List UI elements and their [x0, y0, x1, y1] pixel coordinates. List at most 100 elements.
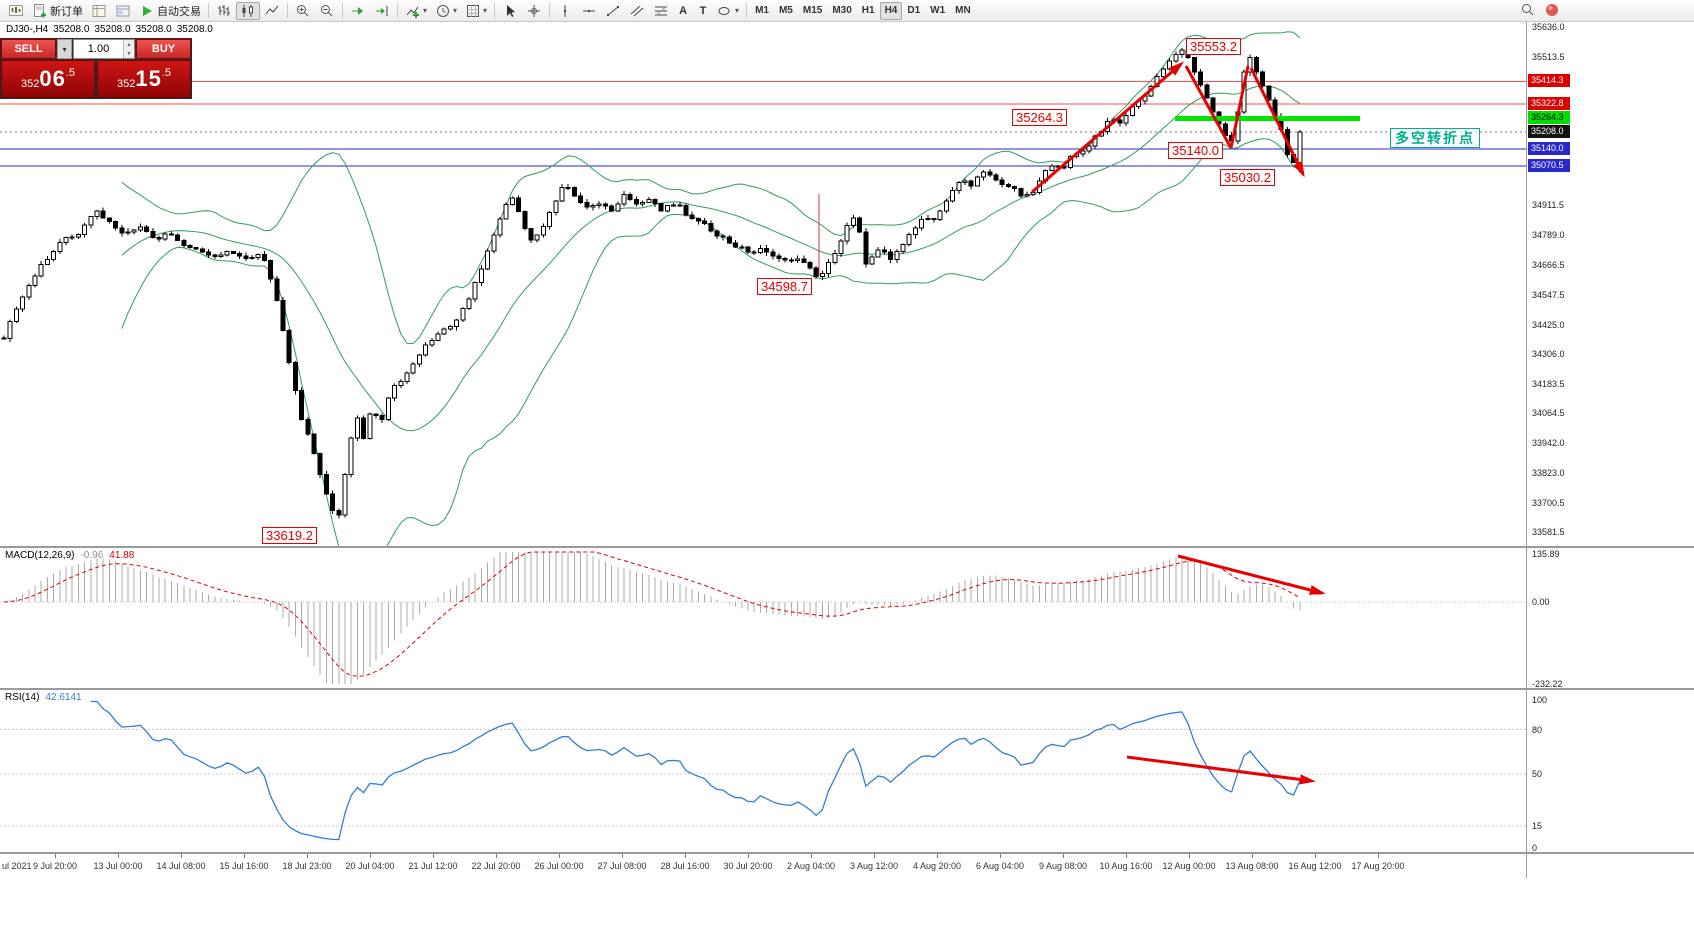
fibonacci-icon	[653, 3, 669, 19]
time-tick	[307, 854, 308, 858]
buy-price-display[interactable]: 352 15.5	[97, 60, 191, 98]
panel-separator[interactable]	[0, 852, 1694, 854]
horizontal-line-tool-button[interactable]	[577, 2, 601, 20]
templates-grid-icon	[465, 3, 481, 19]
community-button[interactable]	[1540, 1, 1564, 19]
annotation-turning-point[interactable]: 多空转折点	[1390, 128, 1480, 148]
timeframe-h1-button[interactable]: H1	[861, 5, 875, 16]
timeframe-d1-button[interactable]: D1	[907, 5, 921, 16]
time-label: 14 Jul 08:00	[156, 861, 206, 871]
annotation-peak-price[interactable]: 35553.2	[1186, 38, 1241, 55]
time-tick	[1189, 854, 1190, 858]
volume-down-button[interactable]: ▼	[124, 49, 134, 58]
buy-price-big: 15	[135, 66, 162, 91]
scale-tick-label: 33700.5	[1532, 497, 1565, 508]
zoom-in-button[interactable]	[291, 2, 315, 20]
scale-tick-label: 35636.0	[1532, 22, 1565, 32]
time-tick	[433, 854, 434, 858]
time-tick	[1252, 854, 1253, 858]
zoom-out-button[interactable]	[315, 2, 339, 20]
price-chart-panel[interactable]: DJ30-,H4 35208.0 35208.0 35208.0 35208.0 SEL…	[0, 22, 1526, 546]
annotation-drop-price[interactable]: 35030.2	[1220, 169, 1275, 186]
time-tick	[622, 854, 623, 858]
label-tool-icon: T	[699, 4, 707, 17]
market-watch-button[interactable]	[87, 2, 111, 20]
annotation-july-low[interactable]: 34598.7	[757, 278, 812, 295]
search-icon	[1520, 2, 1536, 18]
annotation-pullback-price[interactable]: 35140.0	[1168, 142, 1223, 159]
scale-tick-label: 135.89	[1532, 549, 1560, 559]
scale-border	[1526, 22, 1527, 878]
price-marker-box: 35264.3	[1528, 111, 1570, 125]
scale-tick-label: 15	[1532, 820, 1543, 831]
time-label: 3 Aug 12:00	[849, 861, 899, 871]
timeframe-m1-button[interactable]: M1	[755, 5, 769, 16]
ohlc-high: 35208.0	[94, 24, 131, 35]
volume-input[interactable]	[74, 40, 123, 58]
time-label: 6 Aug 04:00	[975, 861, 1025, 871]
time-tick	[1063, 854, 1064, 858]
time-label: 12 Aug 00:00	[1162, 861, 1216, 871]
time-label: 10 Aug 16:00	[1099, 861, 1153, 871]
auto-scroll-button[interactable]	[346, 2, 370, 20]
bar-chart-button[interactable]	[212, 2, 236, 20]
time-axis[interactable]: ul 2021 9 Jul 20:00 13 Jul 00:00 14 Jul 08:…	[0, 854, 1694, 878]
price-plot[interactable]	[0, 22, 1526, 546]
vertical-line-tool-button[interactable]	[553, 2, 577, 20]
candlestick-chart-button[interactable]	[236, 1, 260, 20]
new-chart-button[interactable]	[4, 2, 28, 20]
timeframe-m30-button[interactable]: M30	[832, 5, 852, 16]
chevron-down-icon: ▾	[735, 5, 740, 15]
time-tick	[559, 854, 560, 858]
rsi-panel[interactable]: RSI(14) 42.6141	[0, 690, 1526, 852]
annotation-deep-low[interactable]: 33619.2	[262, 527, 317, 544]
time-label: 18 Jul 23:00	[282, 861, 332, 871]
chart-info-line: DJ30-,H4 35208.0 35208.0 35208.0 35208.0	[6, 24, 218, 35]
panel-separator[interactable]	[0, 688, 1694, 690]
trendline-tool-button[interactable]	[601, 2, 625, 20]
timeframe-m15-button[interactable]: M15	[802, 5, 823, 16]
rsi-plot[interactable]	[0, 690, 1526, 852]
indicators-button[interactable]: ▾	[401, 2, 431, 20]
macd-plot[interactable]	[0, 548, 1526, 688]
auto-trading-label: 自动交易	[157, 5, 201, 18]
time-tick	[181, 854, 182, 858]
sell-price-display[interactable]: 352 06.5	[1, 60, 95, 98]
terminal-button[interactable]	[111, 2, 135, 20]
annotation-level-price[interactable]: 35264.3	[1012, 109, 1067, 126]
time-tick	[685, 854, 686, 858]
cursor-button[interactable]	[498, 2, 522, 20]
buy-button[interactable]: BUY	[136, 39, 191, 59]
price-scale[interactable]: 35636.0 35513.5 34911.5 34789.0 34666.5 34547…	[1526, 0, 1694, 939]
chart-shift-button[interactable]	[370, 2, 394, 20]
timeframe-m5-button[interactable]: M5	[778, 5, 793, 16]
timeframe-h4-button[interactable]: H4	[879, 1, 903, 20]
volume-spinner: ▲ ▼	[123, 40, 134, 58]
templates-button[interactable]: ▾	[461, 2, 491, 20]
volume-up-button[interactable]: ▲	[124, 40, 134, 49]
terminal-icon	[115, 3, 131, 19]
timeframe-w1-button[interactable]: W1	[930, 5, 946, 16]
text-tool-button[interactable]: A	[673, 2, 693, 20]
sell-button[interactable]: SELL	[1, 39, 56, 59]
macd-panel[interactable]: MACD(12,26,9) -0.96 41.88	[0, 548, 1526, 688]
line-chart-button[interactable]	[260, 2, 284, 20]
search-button[interactable]	[1516, 1, 1540, 19]
label-tool-button[interactable]: T	[693, 2, 713, 20]
candlestick-chart-icon	[242, 3, 256, 19]
fibonacci-tool-button[interactable]	[649, 2, 673, 20]
shapes-tool-button[interactable]: ▾	[713, 2, 743, 20]
timeframe-mn-button[interactable]: MN	[955, 5, 971, 16]
panel-separator[interactable]	[0, 546, 1694, 548]
channel-tool-button[interactable]	[625, 2, 649, 20]
auto-trading-button[interactable]: 自动交易	[135, 2, 205, 20]
crosshair-button[interactable]	[522, 2, 546, 20]
order-options-dropdown[interactable]: ▾	[57, 39, 72, 59]
time-label: 20 Jul 04:00	[345, 861, 395, 871]
scale-tick-label: 80	[1532, 724, 1543, 735]
timeframes-dropdown-button[interactable]: ▾	[431, 2, 461, 20]
vertical-line-icon	[564, 3, 567, 19]
scale-tick-label: 50	[1532, 769, 1543, 779]
new-order-button[interactable]: 新订单	[28, 2, 87, 20]
